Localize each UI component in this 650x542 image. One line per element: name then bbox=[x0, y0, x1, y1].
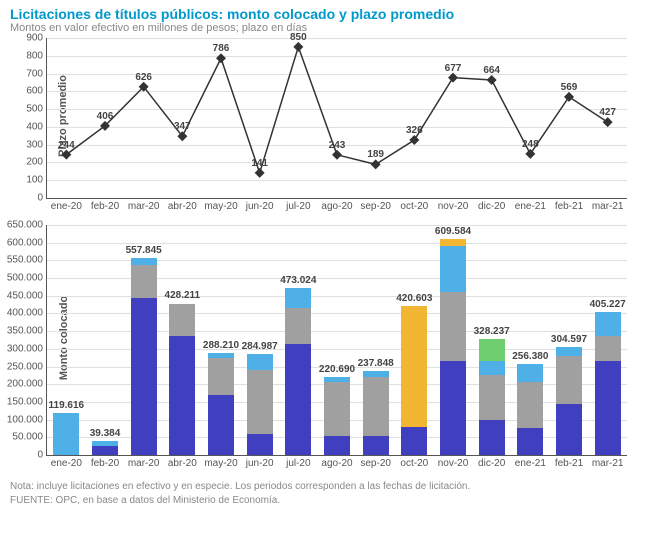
bar-stack bbox=[53, 413, 79, 455]
bar-stack bbox=[324, 377, 350, 455]
bar-stack bbox=[556, 347, 582, 455]
footer-source: FUENTE: OPC, en base a datos del Ministe… bbox=[10, 494, 640, 508]
bar-stack bbox=[92, 441, 118, 455]
bar-stack bbox=[208, 353, 234, 455]
bar-chart-area: Monto colocado 050.000100.000150.000200.… bbox=[46, 225, 640, 456]
bar-stack bbox=[363, 371, 389, 455]
bar-stack bbox=[517, 364, 543, 455]
footer-note: Nota: incluye licitaciones en efectivo y… bbox=[10, 480, 640, 494]
bar-stack bbox=[131, 258, 157, 455]
bar-stack bbox=[247, 354, 273, 455]
bar-stack bbox=[440, 239, 466, 455]
chart-footer: Nota: incluye licitaciones en efectivo y… bbox=[0, 476, 650, 512]
chart-subtitle: Montos en valor efectivo en millones de … bbox=[0, 22, 650, 38]
bar-stack bbox=[285, 288, 311, 455]
bar-stack bbox=[595, 312, 621, 455]
line-chart-plot: 0100200300400500600700800900ene-20feb-20… bbox=[46, 38, 627, 199]
chart-title: Licitaciones de títulos públicos: monto … bbox=[0, 0, 650, 22]
bar-chart-plot: 050.000100.000150.000200.000250.000300.0… bbox=[46, 225, 627, 456]
bar-stack bbox=[169, 304, 195, 456]
bar-stack bbox=[479, 339, 505, 455]
line-chart-area: Plazo promedio 0100200300400500600700800… bbox=[46, 38, 640, 199]
bar-stack bbox=[401, 306, 427, 455]
